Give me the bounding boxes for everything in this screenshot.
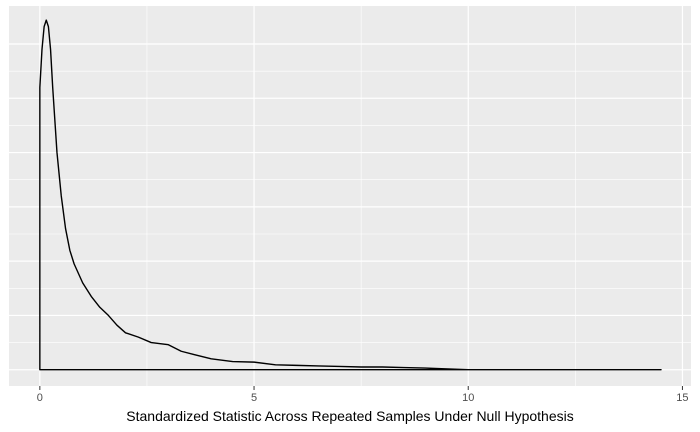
minor-gridlines (9, 6, 691, 386)
x-tick-label: 10 (462, 392, 474, 404)
x-axis-title: Standardized Statistic Across Repeated S… (126, 408, 573, 424)
x-axis-ticks: 0 5 10 15 (37, 386, 689, 404)
x-tick-label: 5 (251, 392, 257, 404)
density-curve (39, 19, 662, 371)
plot-panel (9, 6, 691, 386)
x-tick-label: 15 (676, 392, 688, 404)
x-tick-label: 0 (37, 392, 43, 404)
